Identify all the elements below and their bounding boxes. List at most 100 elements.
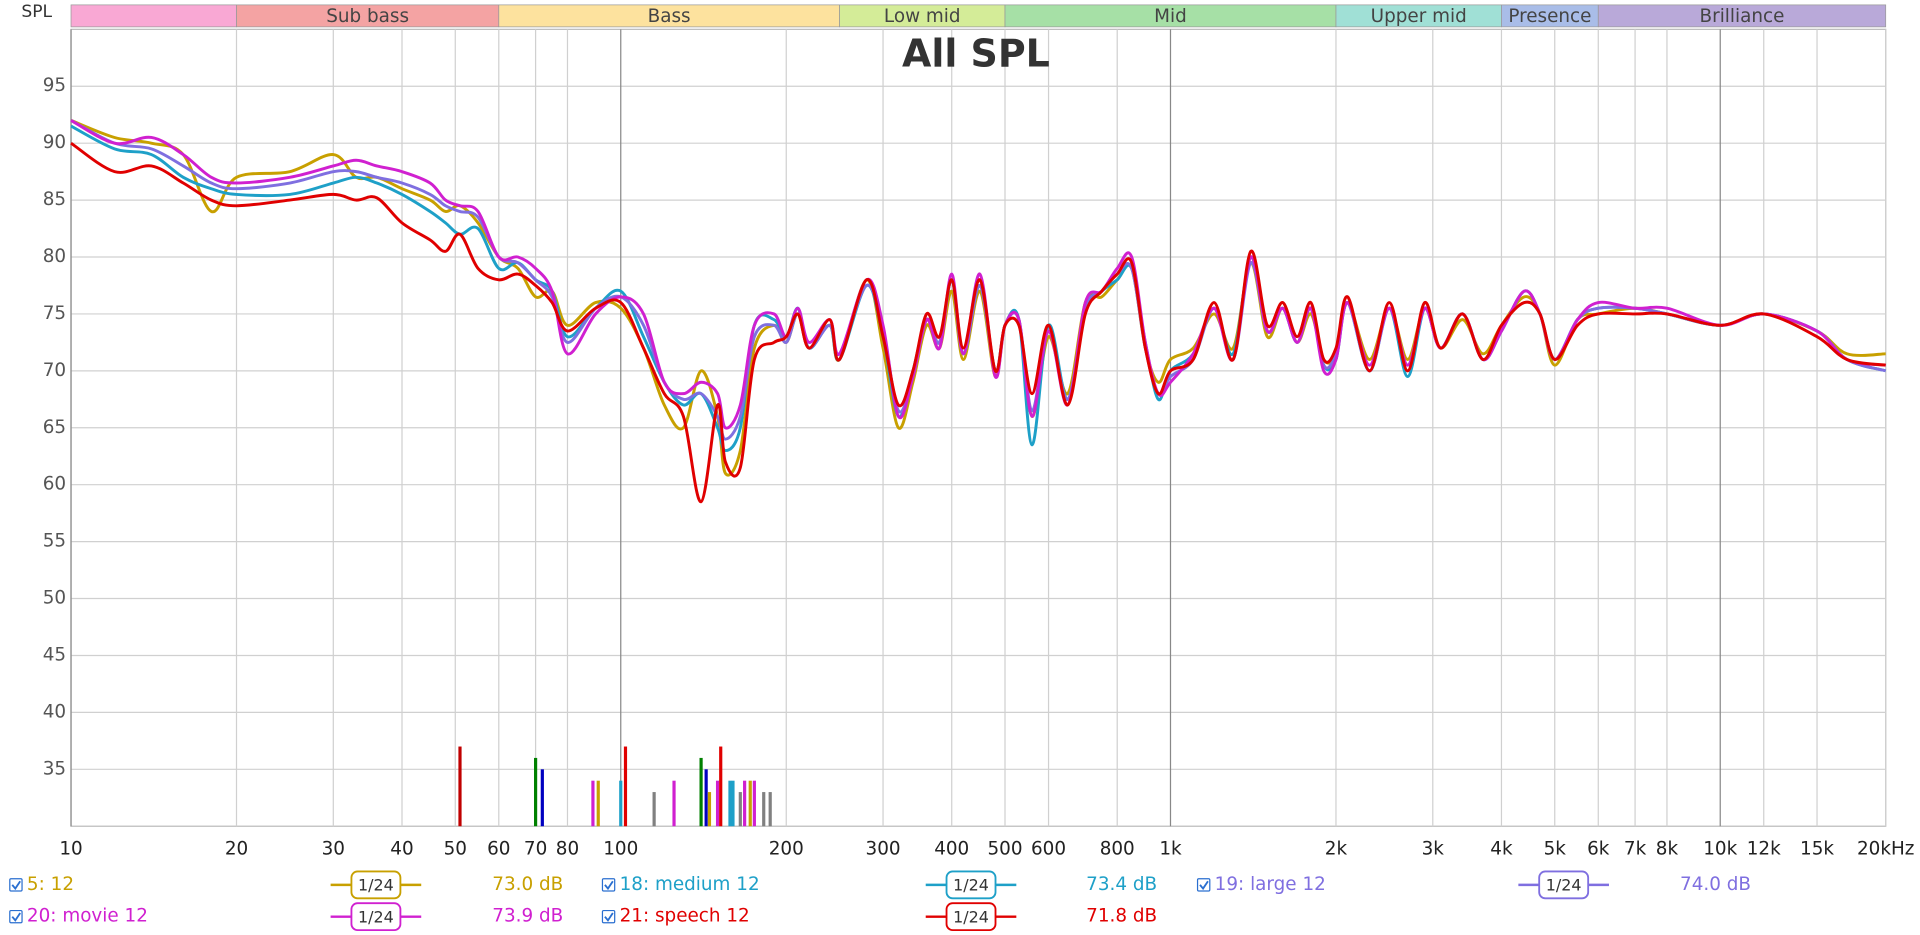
x-tick-label: 500	[987, 838, 1022, 859]
band-label: Sub bass	[326, 6, 409, 27]
series-line	[70, 141, 1886, 504]
y-tick-label: 75	[43, 303, 66, 324]
legend-level: 74.0 dB	[1680, 874, 1751, 895]
x-tick-label: 30	[322, 838, 345, 859]
y-tick-label: 50	[43, 588, 66, 609]
x-tick-label: 50	[444, 838, 467, 859]
marker-bar	[699, 757, 703, 827]
marker-bar	[768, 792, 772, 827]
marker-bar	[652, 792, 656, 827]
x-tick-label: 7k	[1624, 838, 1647, 859]
legend-smoothing: 1/24	[358, 907, 394, 926]
legend-checkbox[interactable]	[1196, 878, 1211, 892]
legend-item[interactable]: 5: 12 1/24 73.0 dB	[9, 870, 563, 900]
legend-item[interactable]: 21: speech 12 1/24 71.8 dB	[601, 902, 1157, 932]
y-tick-label: 95	[43, 75, 66, 96]
checkbox-check	[604, 880, 614, 891]
x-tick-label: 8k	[1656, 838, 1679, 859]
marker-bar	[738, 792, 742, 827]
y-tick-label: 65	[43, 417, 66, 438]
x-tick-label: 4k	[1490, 838, 1513, 859]
y-tick-label: 40	[43, 701, 66, 722]
legend-checkbox[interactable]	[601, 878, 616, 892]
y-tick-label: 45	[43, 644, 66, 665]
marker-bar	[762, 792, 766, 827]
legend-checkbox[interactable]	[9, 878, 23, 892]
marker-bar	[748, 780, 752, 827]
checkbox-check	[11, 880, 21, 891]
marker-bar	[719, 746, 723, 827]
legend-level: 73.9 dB	[492, 906, 563, 927]
legend-level: 73.0 dB	[492, 874, 563, 895]
x-tick-label: 5k	[1544, 838, 1567, 859]
y-tick-label: 55	[43, 531, 66, 552]
legend-item[interactable]: 20: movie 12 1/24 73.9 dB	[9, 902, 563, 932]
legend-checkbox[interactable]	[9, 909, 23, 924]
legend-box	[1538, 870, 1590, 900]
legend-name: 21: speech 12	[620, 906, 750, 927]
band-label: Presence	[1508, 6, 1591, 27]
legend-smoothing: 1/24	[1546, 876, 1582, 895]
legend-level: 73.4 dB	[1086, 874, 1157, 895]
band-label: Bass	[648, 6, 691, 27]
marker-bar	[672, 780, 676, 827]
legend-name: 19: large 12	[1215, 874, 1326, 895]
marker-bar	[619, 780, 623, 827]
marker-bar	[596, 780, 600, 827]
x-tick-label: 1k	[1159, 838, 1182, 859]
y-tick-label: 90	[43, 132, 66, 153]
x-tick-label: 40	[390, 838, 413, 859]
legend-item[interactable]: 18: medium 12 1/24 73.4 dB	[601, 870, 1157, 900]
x-tick-label: 20kHz	[1857, 838, 1914, 859]
checkbox-check	[1199, 880, 1209, 891]
marker-bar	[743, 780, 747, 827]
x-tick-label: 800	[1100, 838, 1135, 859]
x-tick-label: 3k	[1422, 838, 1445, 859]
x-tick-label: 60	[487, 838, 510, 859]
marker-bar	[731, 780, 735, 827]
marker-bar	[752, 780, 756, 827]
checkbox-check	[604, 912, 614, 922]
marker-bar	[707, 792, 712, 827]
band	[70, 4, 237, 28]
legend-smoothing: 1/24	[953, 907, 989, 926]
legend-box	[350, 902, 402, 932]
band-label: Upper mid	[1371, 6, 1467, 27]
band	[1597, 4, 1887, 28]
marker-bar	[728, 780, 732, 827]
legend-box	[350, 870, 402, 900]
band-label: Low mid	[884, 6, 961, 27]
band-label: Mid	[1154, 6, 1187, 27]
x-tick-label: 10	[59, 838, 82, 859]
x-tick-label: 20	[225, 838, 248, 859]
legend-name: 18: medium 12	[620, 874, 760, 895]
x-tick-label: 6k	[1587, 838, 1610, 859]
legend-box	[945, 870, 997, 900]
x-tick-label: 70	[524, 838, 547, 859]
y-tick-label: 70	[43, 360, 66, 381]
x-tick-label: 300	[866, 838, 901, 859]
legend-item[interactable]: 19: large 12 1/24 74.0 dB	[1196, 870, 1751, 900]
checkbox-check	[11, 912, 21, 922]
legend-smoothing: 1/24	[358, 876, 394, 895]
x-tick-label: 12k	[1747, 838, 1781, 859]
legend-checkbox[interactable]	[601, 909, 616, 924]
y-axis-label: SPL	[21, 2, 52, 22]
legend-level: 71.8 dB	[1086, 906, 1157, 927]
marker-bar	[458, 746, 462, 827]
x-tick-label: 200	[769, 838, 804, 859]
marker-bar	[534, 757, 538, 827]
legend-name: 20: movie 12	[27, 906, 148, 927]
chart-title: All SPL	[902, 32, 1050, 76]
marker-bar	[704, 769, 708, 827]
band-label: Brilliance	[1700, 6, 1785, 27]
x-tick-label: 10k	[1703, 838, 1737, 859]
marker-bar	[623, 746, 628, 827]
legend-smoothing: 1/24	[953, 876, 989, 895]
y-tick-label: 35	[43, 758, 66, 779]
x-tick-label: 2k	[1325, 838, 1348, 859]
x-tick-label: 400	[934, 838, 969, 859]
x-tick-label: 80	[556, 838, 579, 859]
